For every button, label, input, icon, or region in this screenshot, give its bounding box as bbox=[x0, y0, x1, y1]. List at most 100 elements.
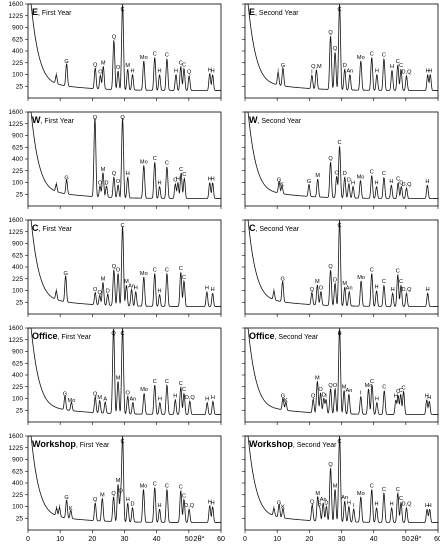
peak-label: O bbox=[334, 170, 339, 176]
peak-label: I bbox=[273, 288, 275, 294]
peak-label: D bbox=[104, 180, 108, 186]
peak-label: C bbox=[165, 483, 169, 489]
y-tick-label: 100 bbox=[12, 180, 23, 187]
peak-label: H bbox=[158, 288, 162, 294]
y-tick-label: 1225 bbox=[9, 13, 24, 20]
peak-label: C bbox=[153, 267, 157, 273]
peak-label: M bbox=[101, 276, 106, 282]
peak-label: C bbox=[338, 439, 342, 445]
panel-location: E bbox=[32, 7, 38, 17]
peak-label: C bbox=[396, 269, 400, 275]
peak-label: Q bbox=[311, 394, 316, 400]
peak-label: M bbox=[100, 492, 105, 498]
peak-label: H bbox=[425, 394, 429, 400]
y-tick-label: 625 bbox=[12, 144, 23, 151]
peak-label: C bbox=[399, 180, 403, 186]
peak-label: H bbox=[338, 331, 342, 337]
peak-label: H bbox=[158, 180, 162, 186]
peak-label: C bbox=[338, 140, 342, 146]
peak-label: D,Q bbox=[402, 182, 413, 188]
peak-label: H bbox=[173, 394, 177, 400]
peak-label: Mo bbox=[357, 275, 365, 281]
y-tick-label: 400 bbox=[12, 480, 23, 487]
peak-label: Q bbox=[310, 287, 315, 293]
y-tick-label: 625 bbox=[12, 360, 23, 367]
peak-label: H bbox=[390, 502, 394, 508]
peak-label: C bbox=[399, 279, 403, 285]
diffraction-line bbox=[245, 111, 438, 199]
peak-label: M bbox=[101, 60, 106, 66]
peak-label: Q bbox=[93, 115, 98, 121]
panel-period: , Second Year bbox=[258, 118, 302, 125]
peak-label: M bbox=[315, 279, 320, 285]
peak-label: An bbox=[128, 283, 135, 289]
peak-label: Q bbox=[93, 497, 98, 503]
peak-label: C bbox=[165, 379, 169, 385]
y-tick-label: 625 bbox=[12, 468, 23, 475]
y-tick-label: 900 bbox=[12, 25, 23, 32]
peak-label: H bbox=[126, 171, 130, 177]
peak-label: H bbox=[394, 394, 398, 400]
peak-label: Mo bbox=[140, 387, 148, 393]
peak-label: H bbox=[211, 395, 215, 401]
y-tick-label: 1600 bbox=[9, 1, 24, 8]
peak-label: An bbox=[129, 396, 136, 402]
peak-label: Q bbox=[93, 391, 98, 397]
panel-w-first-year: 25 100 225 400 625 900 1225 1600 W, First Year IG… bbox=[9, 109, 222, 209]
peak-label: M bbox=[315, 491, 320, 497]
y-tick-label: 1225 bbox=[9, 445, 24, 452]
panel-period: , Second Year bbox=[275, 334, 319, 341]
panel-period: , First Year bbox=[76, 442, 110, 449]
peak-label: C bbox=[370, 483, 374, 489]
peak-label: G bbox=[64, 495, 68, 501]
x-tick-label: 0 bbox=[243, 536, 247, 543]
peak-label: Q bbox=[328, 383, 333, 389]
peak-label: C bbox=[153, 481, 157, 487]
peak-label: C bbox=[182, 387, 186, 393]
peak-label: C bbox=[179, 485, 183, 491]
panel-location: W bbox=[32, 115, 41, 125]
peak-label: H bbox=[375, 502, 379, 508]
peak-label: Q,M bbox=[311, 64, 322, 70]
diffraction-line bbox=[28, 3, 221, 91]
peak-label: H bbox=[126, 497, 130, 503]
diffraction-line bbox=[28, 327, 221, 415]
peak-label: H bbox=[347, 501, 351, 507]
x-tick-label: 50 bbox=[185, 536, 193, 543]
peak-label: Q bbox=[93, 62, 98, 68]
peak-label: An bbox=[346, 69, 353, 75]
peak-label: D,Q bbox=[402, 70, 413, 76]
x-tick-label: 10 bbox=[273, 536, 281, 543]
peak-label: An bbox=[320, 497, 327, 503]
peak-label: M bbox=[97, 395, 102, 401]
peak-label: Q bbox=[328, 264, 333, 270]
panel-period: , Second Year bbox=[293, 442, 337, 449]
x-tick-label: 0 bbox=[26, 536, 30, 543]
peak-label: H bbox=[211, 69, 215, 75]
peak-label: H bbox=[390, 64, 394, 70]
peak-label: Q bbox=[112, 264, 117, 270]
peak-label: C bbox=[396, 389, 400, 395]
peak-label: C bbox=[121, 331, 125, 337]
peak-label: C bbox=[399, 63, 403, 69]
y-tick-label: 400 bbox=[12, 372, 23, 379]
peak-label: Mo bbox=[68, 398, 76, 404]
peak-label: H bbox=[158, 396, 162, 402]
peak-label: H bbox=[425, 179, 429, 185]
peak-label: H bbox=[426, 69, 430, 75]
peak-label: O bbox=[126, 390, 131, 396]
x-tick-label: 30 bbox=[121, 536, 129, 543]
y-tick-label: 625 bbox=[12, 252, 23, 259]
peak-label: O bbox=[116, 179, 121, 185]
diffraction-line bbox=[245, 327, 438, 415]
peak-label: K bbox=[69, 506, 73, 512]
peak-label: M bbox=[116, 478, 121, 484]
peak-label: C bbox=[382, 279, 386, 285]
y-tick-label: 400 bbox=[12, 48, 23, 55]
panel-location: C bbox=[32, 223, 39, 233]
peak-label: C bbox=[182, 493, 186, 499]
peak-label: C bbox=[396, 177, 400, 183]
